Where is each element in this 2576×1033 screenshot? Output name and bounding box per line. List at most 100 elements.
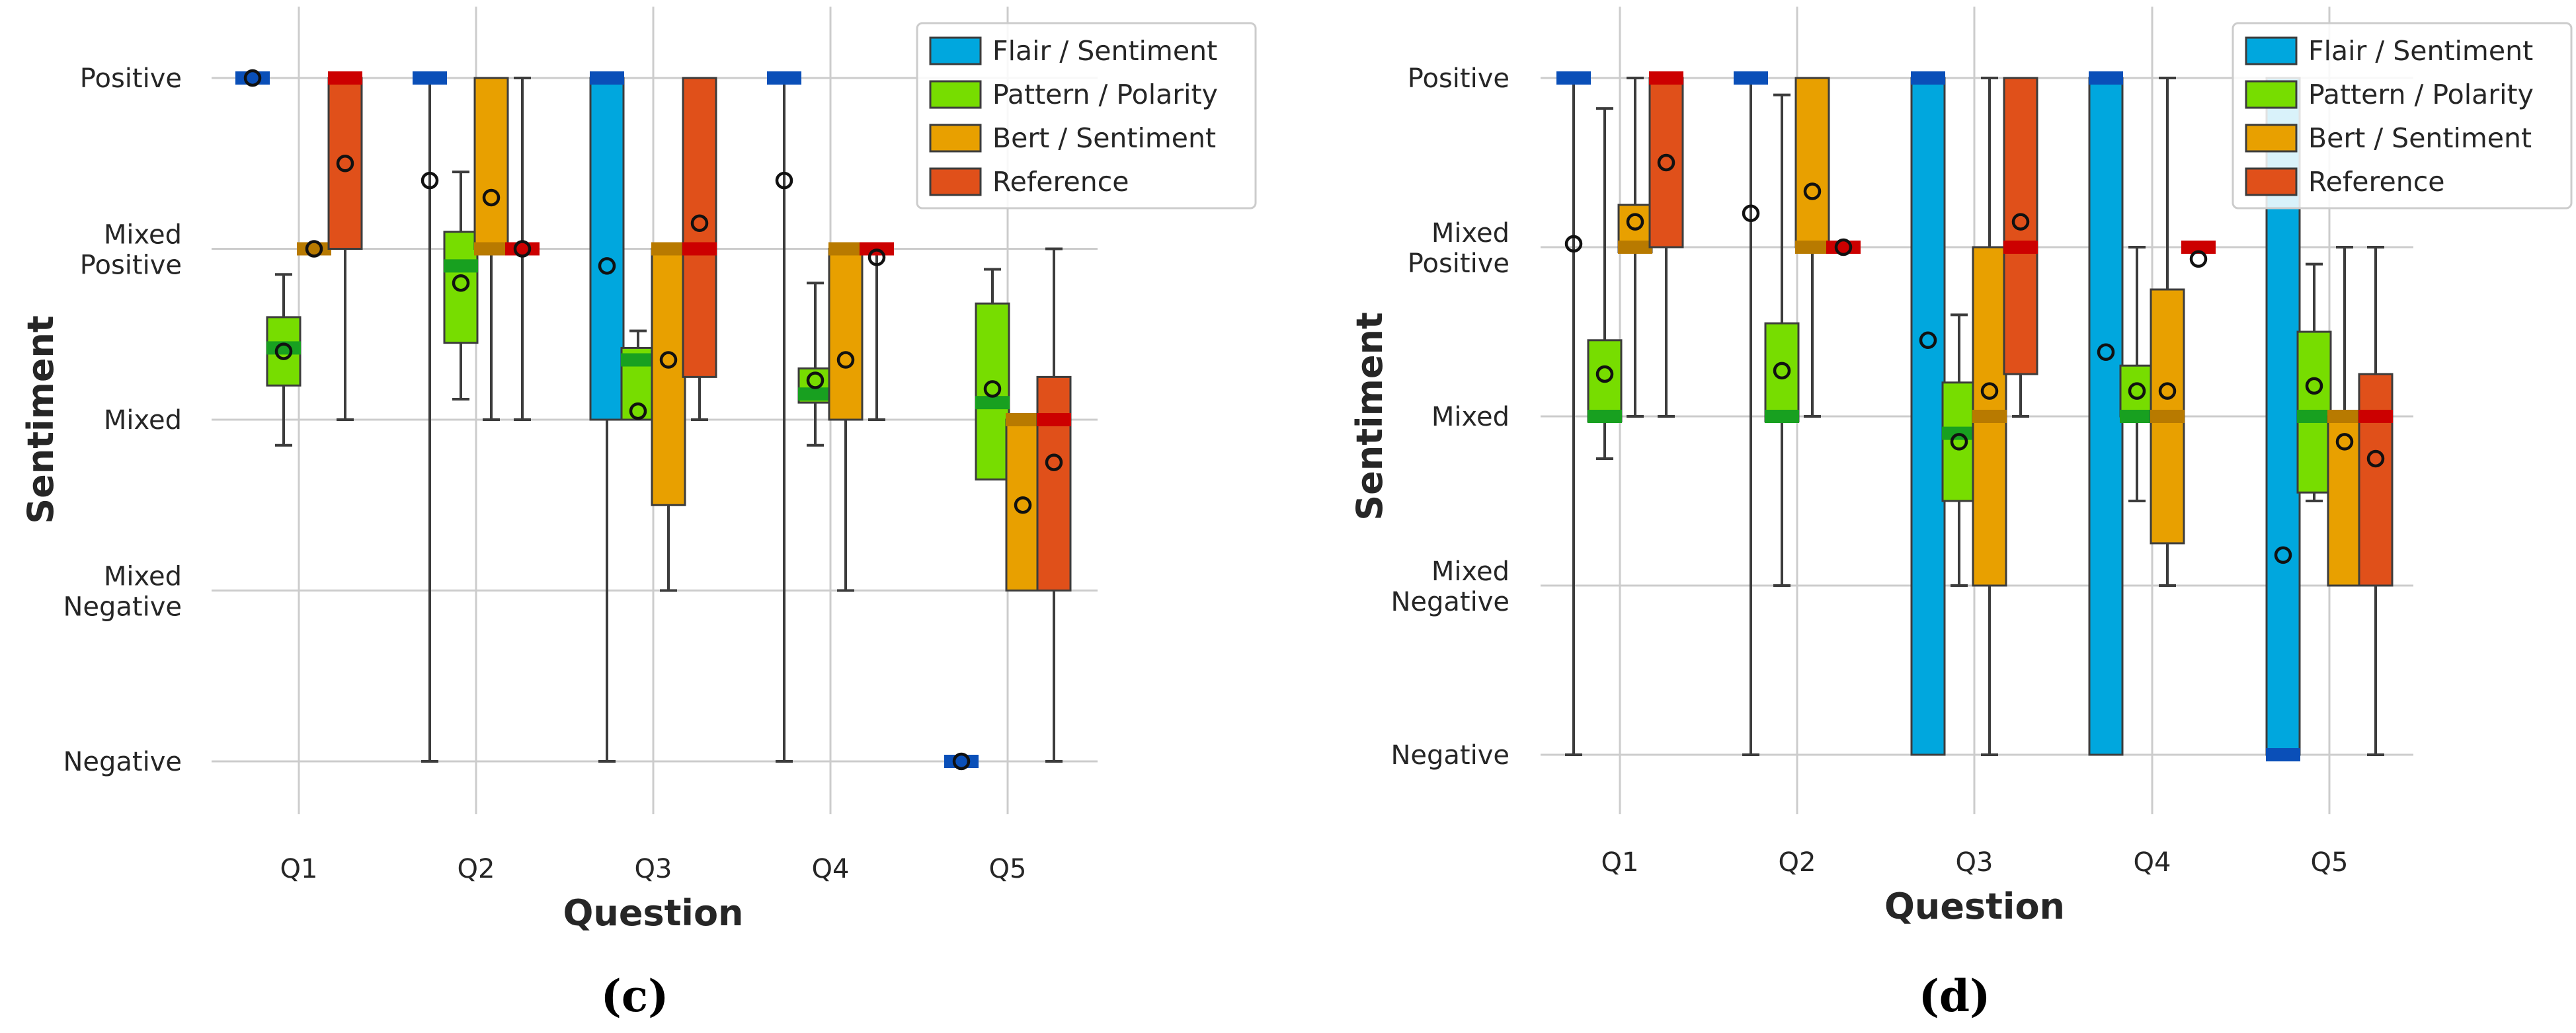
median-marker	[1734, 71, 1768, 85]
y-tick-label: Negative	[1390, 740, 1509, 771]
chart-panel-d: Negative Mixed Negative Mixed Mixed Positive P…	[1349, 7, 2573, 1022]
chart-panel-c: Negative Mixed Negative Mixed Mixed Positive P…	[20, 7, 1257, 1022]
median-marker	[444, 259, 478, 273]
panel-caption: (c)	[601, 970, 669, 1022]
median-marker	[297, 242, 331, 256]
y-tick-label: Mixed	[104, 405, 182, 436]
box-pattern-q2	[1764, 93, 1800, 587]
mean-marker	[1564, 235, 1583, 253]
legend-label: Reference	[992, 166, 1129, 198]
legend-swatch	[2245, 36, 2298, 65]
legend-swatch	[929, 80, 982, 109]
box-bert-q5	[2327, 246, 2362, 587]
box-bert-q4	[828, 242, 864, 592]
median-marker	[621, 353, 655, 367]
median-marker	[2297, 410, 2331, 423]
box-reference-q1	[327, 71, 363, 421]
median-marker	[413, 71, 447, 85]
mean-marker	[1803, 182, 1822, 200]
y-tick-label: Mixed Negative	[63, 562, 182, 623]
median-marker	[1618, 241, 1652, 254]
mean-marker	[690, 214, 709, 232]
box-body	[651, 248, 686, 506]
median-marker	[944, 755, 979, 768]
legend-swatch	[929, 167, 982, 196]
legend: Flair / Sentiment Pattern / Polarity Bert …	[2232, 22, 2573, 210]
median-marker	[2266, 748, 2300, 761]
box-body	[327, 77, 363, 250]
mean-marker	[598, 257, 616, 275]
median-marker	[1588, 410, 1622, 423]
median-marker	[590, 71, 624, 85]
mean-marker	[305, 240, 323, 258]
x-axis-label: Question	[563, 892, 744, 934]
mean-marker	[1834, 238, 1853, 256]
median-marker	[1972, 410, 2007, 423]
box-body	[2003, 77, 2038, 375]
mean-marker	[482, 188, 501, 207]
mean-marker	[336, 155, 354, 172]
box-flair-q2	[1734, 71, 1768, 756]
box-bert-q4	[2150, 77, 2185, 587]
median-marker	[2358, 410, 2393, 423]
box-pattern-q1	[1587, 107, 1623, 460]
median-marker	[1006, 413, 1040, 426]
box-reference-q2	[505, 77, 540, 421]
median-marker	[1795, 241, 1830, 254]
box-flair-q4	[767, 71, 801, 763]
median-marker	[1765, 410, 1799, 423]
box-body	[1648, 77, 1684, 249]
legend-swatch	[2245, 167, 2298, 196]
median-marker	[2089, 71, 2123, 85]
x-tick-label: Q3	[635, 854, 672, 884]
legend-label: Pattern / Polarity	[992, 79, 1218, 110]
mean-marker	[867, 249, 886, 266]
mean-marker	[1950, 433, 1968, 451]
mean-marker	[1626, 213, 1644, 231]
y-tick-label: Mixed	[1431, 402, 1509, 432]
x-tick-label: Q4	[812, 854, 850, 884]
box-reference-q4	[860, 242, 894, 421]
y-tick-label: Negative	[63, 747, 182, 777]
median-marker	[2003, 241, 2038, 254]
median-marker	[1911, 71, 1945, 85]
median-marker	[2150, 410, 2185, 423]
mean-marker	[1980, 382, 1999, 400]
x-tick-label: Q5	[2311, 847, 2349, 878]
box-pattern-q5	[975, 268, 1010, 480]
x-tick-label: Q5	[989, 854, 1027, 884]
mean-marker	[1657, 153, 1675, 172]
box-flair-q4	[2088, 71, 2124, 756]
legend-label: Bert / Sentiment	[2308, 122, 2532, 154]
box-body	[682, 77, 717, 378]
median-marker	[235, 71, 270, 85]
median-marker	[2327, 410, 2362, 423]
box-body	[1005, 418, 1041, 592]
mean-marker	[274, 342, 293, 360]
box-bert-q3	[651, 242, 686, 592]
median-marker	[2120, 410, 2154, 423]
box-body	[2088, 77, 2124, 756]
median-marker	[682, 242, 717, 256]
median-marker	[828, 242, 863, 256]
y-axis-label: Sentiment	[1349, 312, 1390, 520]
box-bert-q1	[1617, 77, 1653, 418]
mean-marker	[1919, 331, 1937, 350]
mean-marker	[2097, 343, 2115, 361]
mean-marker	[952, 752, 971, 771]
box-bert-q2	[473, 77, 509, 421]
box-body	[828, 248, 864, 421]
box-flair-q3	[1910, 71, 1946, 756]
y-axis-label: Sentiment	[20, 315, 61, 523]
box-pattern-q3	[620, 329, 656, 421]
box-flair-q1	[235, 69, 270, 87]
mean-marker	[513, 240, 532, 258]
mean-marker	[2011, 213, 2030, 231]
y-tick-label: Mixed Negative	[1390, 556, 1509, 617]
box-body	[1036, 375, 1072, 592]
median-marker	[767, 71, 801, 85]
x-tick-label: Q2	[458, 854, 495, 884]
box-flair-q3	[589, 71, 625, 763]
box-body	[2358, 373, 2394, 587]
